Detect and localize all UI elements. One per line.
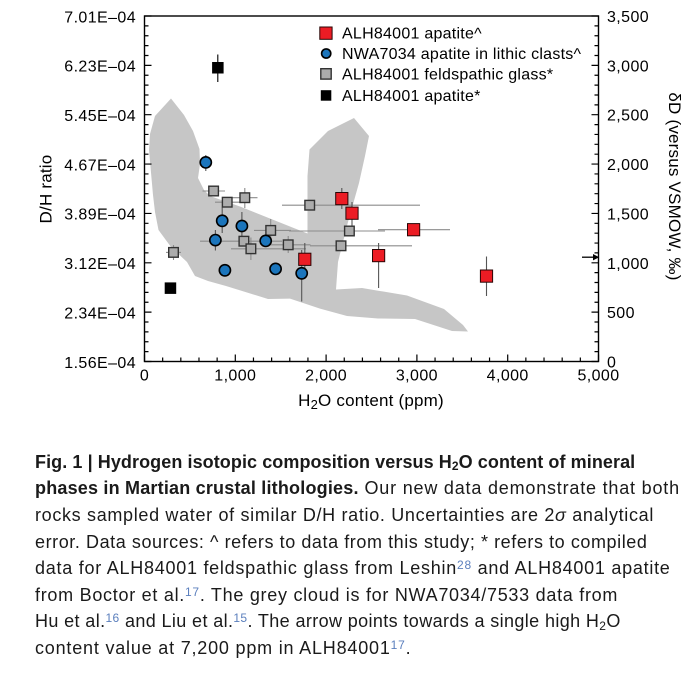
svg-text:2,500: 2,500 <box>607 108 649 125</box>
svg-text:2,000: 2,000 <box>305 368 347 385</box>
svg-text:3.12E–04: 3.12E–04 <box>64 256 136 273</box>
svg-text:H2O content (ppm): H2O content (ppm) <box>298 391 444 412</box>
svg-text:0: 0 <box>140 368 149 385</box>
svg-text:3,500: 3,500 <box>607 9 649 26</box>
svg-text:3,000: 3,000 <box>607 58 649 75</box>
svg-text:7.01E–04: 7.01E–04 <box>64 9 136 26</box>
svg-text:2,000: 2,000 <box>607 157 649 174</box>
svg-text:0: 0 <box>607 355 616 372</box>
svg-text:500: 500 <box>607 305 635 322</box>
svg-text:ALH84001 apatite*: ALH84001 apatite* <box>342 88 481 105</box>
svg-text:6.23E–04: 6.23E–04 <box>64 59 136 76</box>
svg-text:NWA7034 apatite in lithic clas: NWA7034 apatite in lithic clasts^ <box>342 46 582 63</box>
svg-text:1.56E–04: 1.56E–04 <box>64 355 136 372</box>
svg-text:1,000: 1,000 <box>214 368 256 385</box>
svg-text:1,000: 1,000 <box>607 256 649 273</box>
svg-text:4,000: 4,000 <box>487 368 529 385</box>
svg-text:5.45E–04: 5.45E–04 <box>64 108 136 125</box>
svg-text:3,000: 3,000 <box>396 368 438 385</box>
svg-text:ALH84001 apatite^: ALH84001 apatite^ <box>342 26 482 43</box>
svg-text:5,000: 5,000 <box>577 368 619 385</box>
svg-text:D/H ratio: D/H ratio <box>37 155 56 224</box>
svg-text:4.67E–04: 4.67E–04 <box>64 157 136 174</box>
svg-text:2.34E–04: 2.34E–04 <box>64 305 136 322</box>
svg-text:1,500: 1,500 <box>607 206 649 223</box>
svg-text:3.89E–04: 3.89E–04 <box>64 207 136 224</box>
svg-text:δD (versus VSMOW, ‰): δD (versus VSMOW, ‰) <box>665 92 684 280</box>
svg-text:ALH84001 feldspathic glass*: ALH84001 feldspathic glass* <box>342 67 553 84</box>
